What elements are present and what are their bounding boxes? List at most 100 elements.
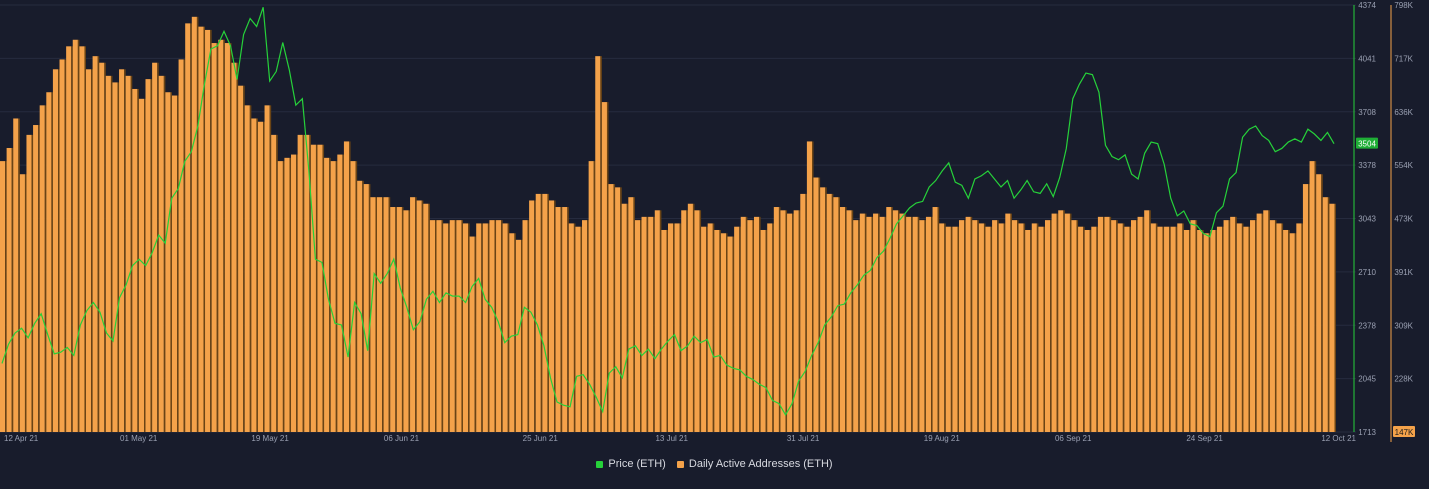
bar-separator (1208, 233, 1211, 432)
addresses-tick-label: 798K (1394, 1, 1413, 10)
x-tick-label: 06 Sep 21 (1055, 434, 1092, 443)
active-addresses-bar (476, 223, 482, 432)
active-addresses-bar (0, 161, 6, 433)
bar-separator (349, 141, 351, 432)
bar-separator (1069, 213, 1072, 432)
bar-separator (269, 105, 272, 432)
bar-separator (1261, 213, 1264, 432)
bar-separator (719, 229, 721, 432)
bar-separator (1103, 216, 1105, 432)
active-addresses-bar (211, 43, 217, 432)
active-addresses-bar (621, 203, 627, 432)
bar-separator (1274, 220, 1277, 432)
bar-separator (415, 197, 417, 432)
active-addresses-bar (462, 223, 469, 432)
active-addresses-bar (1223, 220, 1229, 432)
bar-separator (970, 216, 973, 432)
price-line (1, 7, 1335, 417)
x-tick-label: 25 Jun 21 (523, 434, 559, 443)
bar-separator (613, 184, 616, 432)
active-addresses-bar (873, 213, 879, 432)
active-addresses-bar (251, 118, 257, 432)
bar-separator (408, 210, 411, 432)
active-addresses-bar (634, 220, 641, 432)
addresses-tick-label: 554K (1394, 161, 1413, 170)
bar-separator (1089, 229, 1092, 432)
active-addresses-bar (939, 223, 945, 432)
active-addresses-bar (906, 216, 912, 432)
bar-separator (950, 226, 953, 432)
price-tick-label: 2378 (1358, 321, 1376, 330)
bar-separator (1083, 226, 1085, 432)
bar-separator (454, 220, 457, 432)
active-addresses-bar (648, 216, 654, 432)
legend-item-price[interactable]: Price (ETH) (596, 458, 666, 470)
active-addresses-bar (899, 213, 905, 432)
active-addresses-bars (0, 16, 1336, 433)
active-addresses-bar (357, 180, 363, 432)
active-addresses-bar (1025, 229, 1031, 432)
bar-separator (329, 157, 331, 432)
legend: Price (ETH) Daily Active Addresses (ETH) (0, 458, 1429, 471)
bar-separator (163, 75, 166, 432)
bar-separator (1288, 229, 1290, 432)
active-addresses-bar (370, 197, 376, 432)
active-addresses-bar (231, 62, 237, 432)
legend-item-addresses[interactable]: Daily Active Addresses (ETH) (676, 458, 833, 470)
active-addresses-bar (595, 56, 601, 432)
bar-separator (1036, 223, 1039, 432)
x-tick-label: 13 Jul 21 (655, 434, 688, 443)
active-addresses-bar (238, 85, 244, 433)
bar-separator (1308, 184, 1310, 432)
active-addresses-bar (304, 134, 310, 432)
bar-separator (1281, 223, 1284, 432)
active-addresses-bar (661, 229, 667, 432)
bar-separator (1327, 197, 1330, 432)
bar-separator (692, 203, 695, 432)
active-addresses-bar (826, 193, 832, 432)
active-addresses-bar (33, 125, 39, 432)
bar-separator (71, 46, 73, 432)
bar-separator (983, 223, 986, 432)
active-addresses-bar (972, 220, 978, 432)
addresses-min-value: 147K (1395, 428, 1414, 437)
bar-separator (44, 105, 47, 432)
price-tick-label: 3708 (1358, 108, 1376, 117)
active-addresses-bar (760, 229, 766, 432)
active-addresses-bar (198, 26, 204, 433)
bar-separator (990, 226, 993, 432)
active-addresses-bar (687, 203, 693, 432)
bar-separator (560, 207, 563, 432)
bar-separator (712, 223, 715, 432)
bar-separator (772, 223, 774, 432)
active-addresses-bar (396, 207, 402, 432)
bar-separator (1116, 220, 1118, 432)
price-series-line (1, 7, 1335, 417)
bar-separator (514, 233, 516, 432)
active-addresses-bar (992, 220, 998, 432)
active-addresses-bar (423, 203, 429, 432)
active-addresses-bar (1177, 223, 1183, 432)
active-addresses-bar (932, 207, 938, 432)
bar-separator (97, 56, 100, 432)
active-addresses-bar (6, 147, 12, 433)
bar-separator (646, 216, 649, 432)
bar-separator (818, 177, 821, 432)
active-addresses-bar (1296, 223, 1302, 432)
active-addresses-bar (178, 59, 184, 432)
bar-separator (765, 229, 768, 432)
addresses-min-badge (1393, 426, 1415, 437)
bar-separator (315, 144, 318, 432)
price-tick-label: 3043 (1358, 215, 1376, 224)
bar-separator (157, 62, 159, 432)
bar-separator (554, 200, 556, 432)
bar-separator (686, 210, 688, 432)
active-addresses-bar (562, 207, 568, 432)
active-addresses-bar (1230, 216, 1236, 432)
active-addresses-bar (787, 213, 793, 432)
active-addresses-bar (185, 23, 191, 433)
bar-separator (593, 161, 596, 433)
bar-separator (170, 92, 172, 433)
bar-separator (673, 223, 675, 432)
addresses-tick-label: 636K (1394, 108, 1413, 117)
